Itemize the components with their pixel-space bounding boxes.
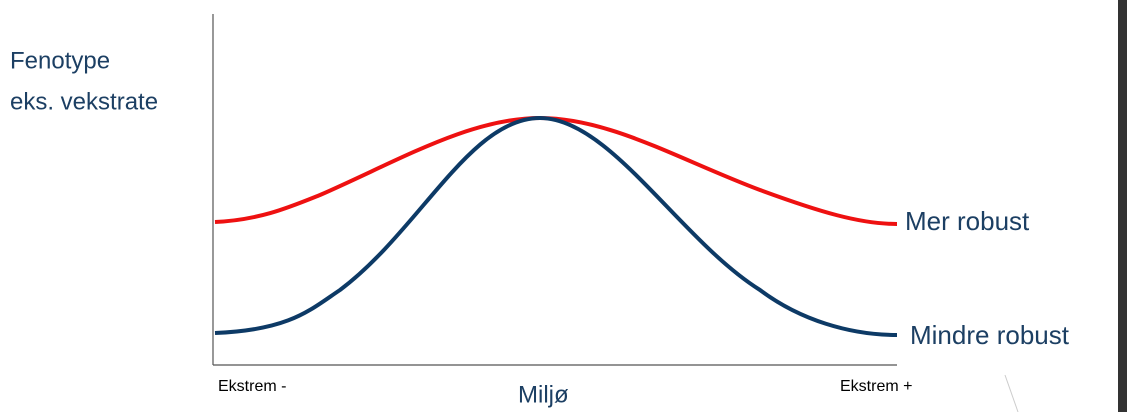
faint-line — [1004, 374, 1019, 412]
y-label-line: eks. vekstrate — [10, 88, 158, 115]
x-end-label: Ekstrem - — [218, 378, 286, 395]
curve-less-robust — [214, 115, 898, 337]
x-label: Miljø — [518, 381, 569, 408]
y-label-line: Fenotype — [10, 47, 110, 74]
curve-label: Mer robust — [905, 206, 1030, 236]
curve-label: Mindre robust — [910, 320, 1070, 350]
right-edge-bar — [1118, 0, 1127, 412]
x-end-label: Ekstrem + — [840, 378, 912, 395]
